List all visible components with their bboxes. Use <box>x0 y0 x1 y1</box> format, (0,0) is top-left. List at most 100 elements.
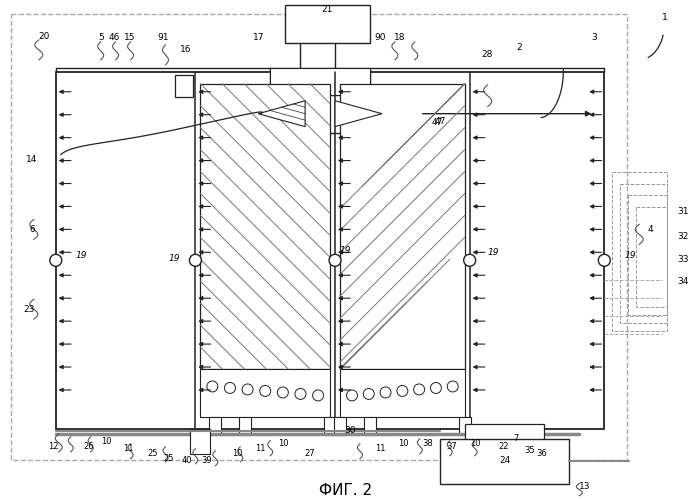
Text: 1: 1 <box>662 14 668 22</box>
Text: 33: 33 <box>677 255 689 264</box>
Text: 4: 4 <box>647 225 653 234</box>
Bar <box>56 72 604 429</box>
Text: 40: 40 <box>181 456 192 466</box>
Circle shape <box>313 390 324 401</box>
Bar <box>340 84 465 369</box>
Text: 34: 34 <box>677 276 689 285</box>
Bar <box>636 208 667 307</box>
Text: 11: 11 <box>255 444 266 454</box>
Bar <box>364 417 376 435</box>
Bar <box>439 439 570 484</box>
Bar <box>334 417 346 435</box>
Bar <box>465 424 545 459</box>
Text: 24: 24 <box>499 456 510 466</box>
Circle shape <box>380 387 391 398</box>
Text: 12: 12 <box>48 442 59 452</box>
Text: 19: 19 <box>488 248 499 257</box>
Circle shape <box>464 254 475 266</box>
Text: 23: 23 <box>24 304 35 314</box>
Text: 47: 47 <box>432 118 443 127</box>
Circle shape <box>363 388 374 400</box>
Circle shape <box>414 384 425 395</box>
Text: 30: 30 <box>344 426 356 436</box>
Bar <box>201 369 330 417</box>
Polygon shape <box>258 100 305 126</box>
Circle shape <box>295 388 306 400</box>
Text: 10: 10 <box>232 450 242 458</box>
Text: 6: 6 <box>29 225 35 234</box>
Text: 17: 17 <box>253 34 264 42</box>
Circle shape <box>347 390 358 401</box>
Text: 31: 31 <box>677 207 689 216</box>
Bar <box>340 369 465 417</box>
Bar <box>210 417 221 435</box>
Text: 39: 39 <box>201 456 212 466</box>
Text: 32: 32 <box>677 232 689 241</box>
Text: 10: 10 <box>471 440 481 448</box>
Text: 19: 19 <box>624 251 636 260</box>
Text: ФИГ. 2: ФИГ. 2 <box>320 483 372 498</box>
Text: 11: 11 <box>374 444 385 454</box>
Text: 38: 38 <box>422 440 433 448</box>
Bar <box>628 196 667 315</box>
Circle shape <box>430 382 441 394</box>
Text: 11: 11 <box>123 444 134 454</box>
Text: 18: 18 <box>394 34 406 42</box>
Bar <box>190 429 210 454</box>
Text: 19: 19 <box>340 246 352 255</box>
Text: 91: 91 <box>158 34 170 42</box>
Text: 27: 27 <box>304 450 316 458</box>
Text: 7: 7 <box>513 434 518 444</box>
Text: 25: 25 <box>147 450 158 458</box>
Bar <box>251 94 390 132</box>
Circle shape <box>207 381 218 392</box>
Text: 14: 14 <box>26 155 38 164</box>
Bar <box>11 14 627 460</box>
Text: 37: 37 <box>446 442 457 452</box>
Bar <box>285 5 370 43</box>
Text: 47: 47 <box>435 117 446 126</box>
Circle shape <box>447 381 458 392</box>
Bar <box>270 68 370 94</box>
Text: 10: 10 <box>278 440 289 448</box>
Text: 26: 26 <box>83 442 94 452</box>
Bar <box>459 417 471 435</box>
Text: 20: 20 <box>39 32 51 42</box>
Text: 13: 13 <box>579 482 591 491</box>
Bar <box>612 172 667 331</box>
Circle shape <box>242 384 253 395</box>
Circle shape <box>397 386 408 396</box>
Circle shape <box>224 382 235 394</box>
Circle shape <box>329 254 341 266</box>
Polygon shape <box>335 100 382 126</box>
Text: 10: 10 <box>102 438 112 446</box>
Bar <box>201 84 330 369</box>
Text: 35: 35 <box>525 446 535 456</box>
Text: 21: 21 <box>321 6 333 15</box>
Text: 19: 19 <box>75 251 87 260</box>
Circle shape <box>190 254 201 266</box>
Bar <box>176 75 193 96</box>
Text: 90: 90 <box>374 34 385 42</box>
Text: 2: 2 <box>517 44 522 52</box>
Circle shape <box>260 386 271 396</box>
Text: 28: 28 <box>481 50 492 59</box>
Text: 19: 19 <box>169 254 181 263</box>
Bar <box>395 108 415 118</box>
Circle shape <box>599 254 610 266</box>
Bar <box>239 417 251 435</box>
Text: 22: 22 <box>498 442 509 452</box>
Text: 36: 36 <box>536 450 547 458</box>
Bar <box>226 108 245 118</box>
Circle shape <box>50 254 62 266</box>
Text: 16: 16 <box>180 46 191 54</box>
Bar <box>620 184 667 323</box>
Text: 3: 3 <box>592 34 597 42</box>
Text: 10: 10 <box>398 440 408 448</box>
Text: 15: 15 <box>124 34 136 42</box>
Bar <box>324 417 336 435</box>
Text: 5: 5 <box>98 34 104 42</box>
Text: 25: 25 <box>163 454 174 464</box>
Text: 46: 46 <box>109 34 120 42</box>
Circle shape <box>277 387 289 398</box>
